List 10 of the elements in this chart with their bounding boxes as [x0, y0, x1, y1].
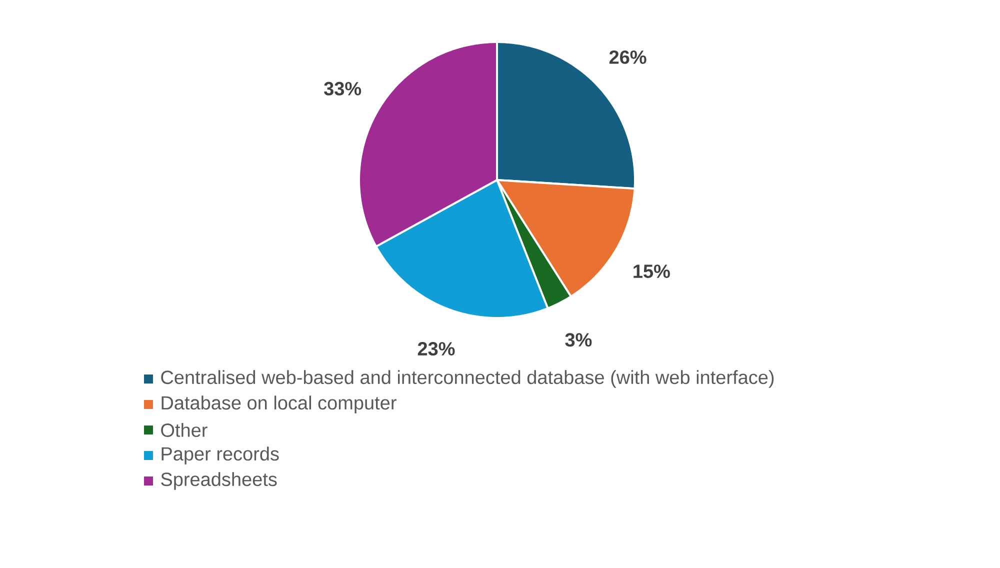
data-label: 23%	[418, 342, 455, 356]
legend-label: Spreadsheets	[161, 472, 277, 490]
data-label: 15%	[634, 264, 670, 278]
data-label: 3%	[565, 333, 592, 347]
legend-label: Database on local computer	[162, 396, 396, 414]
data-label: 33%	[324, 82, 362, 96]
legend-label: Centralised web-based and interconnected database (with web interface)	[161, 370, 774, 388]
legend-label: Other	[161, 423, 208, 437]
data-label: 26%	[609, 50, 646, 64]
legend-label: Paper records	[162, 446, 279, 464]
